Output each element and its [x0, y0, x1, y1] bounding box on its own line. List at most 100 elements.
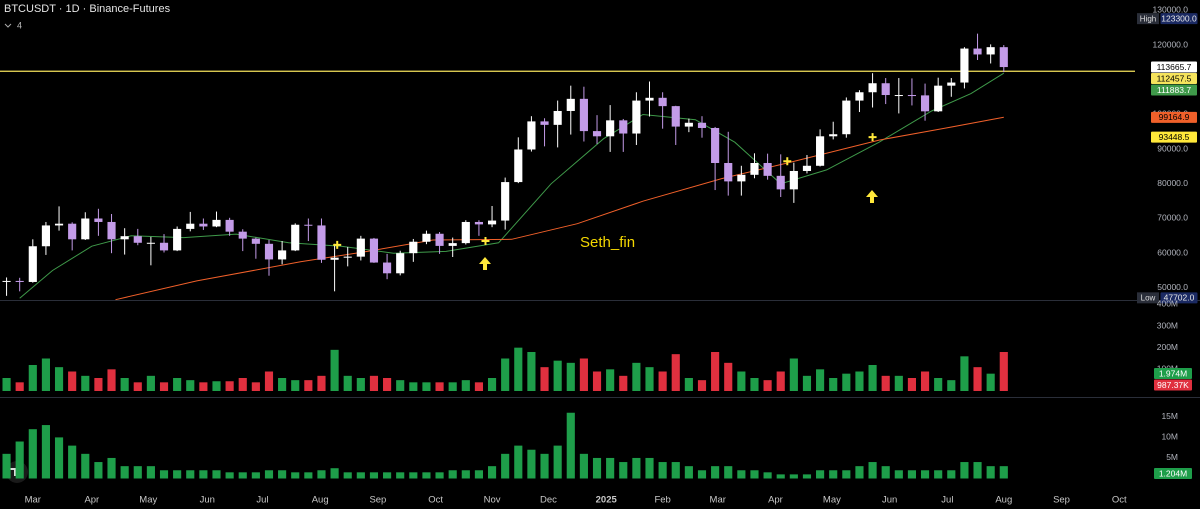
- candle-body: [724, 163, 733, 182]
- candle-body: [671, 106, 680, 127]
- volume-bar: [474, 470, 483, 479]
- y-tick-label: 70000.0: [1157, 213, 1188, 223]
- candle-body: [81, 218, 90, 240]
- volume-bar: [920, 371, 930, 391]
- volume-bar: [763, 472, 772, 479]
- volume-bar: [81, 375, 90, 391]
- candle-body: [960, 48, 969, 83]
- y-tick-label: 200M: [1157, 342, 1178, 352]
- y-tick-label: 400M: [1157, 299, 1178, 309]
- volume-bar: [383, 472, 392, 479]
- candle-body: [15, 280, 24, 282]
- candle-body: [802, 165, 812, 171]
- volume-bar: [829, 470, 838, 479]
- volume-bar: [632, 457, 641, 479]
- x-tick-label: Jul: [941, 495, 953, 506]
- volume-bar: [671, 354, 680, 391]
- x-tick-label: Sep: [369, 495, 386, 506]
- candle-body: [553, 110, 562, 125]
- volume-bar: [947, 380, 956, 391]
- x-tick-label: Apr: [768, 495, 783, 506]
- volume-bar: [579, 453, 588, 479]
- volume-bar: [960, 356, 969, 391]
- volume-bar: [907, 378, 917, 391]
- volume-bar: [330, 468, 339, 479]
- volume-bar: [579, 358, 588, 391]
- extreme-tag-bg: [1137, 292, 1159, 304]
- volume-bar: [737, 470, 746, 479]
- volume-bar: [540, 453, 549, 479]
- indicator-count[interactable]: 4: [17, 20, 22, 30]
- volume-bar: [881, 466, 890, 479]
- candle-body: [868, 83, 877, 93]
- volume-bar: [448, 382, 457, 391]
- candle-body: [934, 85, 943, 112]
- volume-bar: [448, 470, 457, 479]
- candle-body: [592, 131, 602, 137]
- volume-bar: [173, 378, 182, 391]
- x-tick-label: Mar: [710, 495, 726, 506]
- candle-body: [763, 163, 772, 176]
- volume-bar: [671, 462, 680, 479]
- volume-bar: [146, 466, 155, 479]
- candle-body: [579, 98, 588, 132]
- volume-bar: [225, 472, 234, 479]
- arrow-up: [479, 257, 491, 270]
- volume-bar: [789, 358, 798, 391]
- candle-body: [894, 95, 903, 97]
- volume-bar: [763, 380, 772, 391]
- candle-body: [842, 100, 851, 135]
- volume-bar: [999, 352, 1008, 391]
- volume-bar: [894, 470, 903, 479]
- volume-bar: [566, 412, 575, 479]
- volume-bar: [146, 375, 155, 391]
- volume-bar: [199, 382, 208, 391]
- volume-bar: [15, 441, 24, 479]
- candle-body: [986, 47, 995, 55]
- volume-bar: [41, 425, 50, 479]
- volume-bar: [724, 362, 733, 391]
- collapse-icon[interactable]: [4, 23, 12, 28]
- signal-cross: [868, 133, 877, 142]
- x-tick-label: May: [823, 495, 841, 506]
- volume-bar: [684, 466, 693, 479]
- volume-bar: [894, 375, 903, 391]
- price-badge: 113665.7: [1157, 62, 1192, 72]
- volume-bar: [120, 466, 129, 479]
- volume-bar: [711, 352, 720, 391]
- volume-bar: [645, 457, 654, 479]
- x-tick-label: Aug: [995, 495, 1012, 506]
- volume-bar: [343, 472, 352, 479]
- candle-body: [540, 121, 549, 125]
- y-tick-label: 90000.0: [1157, 143, 1188, 153]
- price-badge-bg: [1151, 73, 1197, 85]
- candle-body: [684, 122, 693, 127]
- volume-bar: [842, 373, 851, 391]
- volume-bar: [317, 470, 326, 479]
- symbol-title: BTCUSDT · 1D · Binance-Futures: [4, 3, 171, 15]
- candle-body: [291, 224, 300, 251]
- volume-bar: [802, 474, 812, 479]
- y-tick-label: 15M: [1161, 411, 1178, 421]
- volume-bar: [435, 382, 444, 391]
- volume-bar: [855, 466, 864, 479]
- volume-bar: [291, 380, 300, 391]
- x-tick-label: Jun: [882, 495, 897, 506]
- candle-body: [238, 231, 247, 239]
- candle-body: [697, 122, 707, 128]
- y-tick-label: 5M: [1166, 452, 1178, 462]
- signal-marker: [783, 157, 792, 166]
- candle-body: [68, 223, 77, 240]
- value-badge-bg: [1154, 379, 1192, 391]
- candle-body: [789, 170, 798, 190]
- volume-bar: [81, 453, 90, 479]
- candle-body: [133, 236, 142, 243]
- candle-body: [54, 223, 64, 226]
- x-tick-label: Nov: [484, 495, 501, 506]
- volume-bar: [133, 382, 142, 391]
- candle-body: [28, 246, 37, 282]
- volume-bar: [934, 470, 943, 479]
- candle-body: [356, 238, 365, 257]
- candle-body: [750, 163, 759, 175]
